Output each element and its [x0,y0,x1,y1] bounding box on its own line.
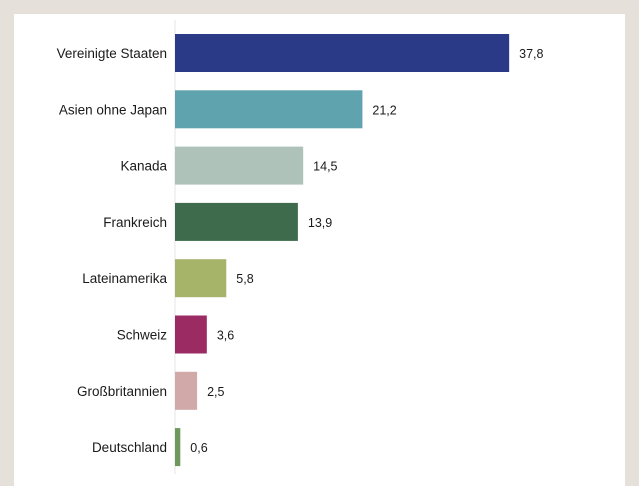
bar [175,315,207,354]
category-label: Lateinamerika [82,271,167,286]
category-label: Frankreich [103,215,167,230]
value-label: 5,8 [236,272,253,286]
category-label: Großbritannien [77,384,167,399]
category-label: Asien ohne Japan [59,102,167,117]
bar [175,146,304,185]
bar [175,428,181,467]
value-label: 21,2 [372,103,396,117]
value-label: 2,5 [207,385,224,399]
value-label: 13,9 [308,216,332,230]
bar-chart: Vereinigte Staaten 37,8 Asien ohne Japan 21… [57,20,544,474]
bar [175,202,298,241]
bar [175,34,510,72]
value-label: 3,6 [217,329,234,343]
bar [175,371,198,410]
bar [175,259,227,298]
chart-panel: Vereinigte Staaten 37,8 Asien ohne Japan 21… [14,14,625,486]
category-label: Vereinigte Staaten [57,46,167,61]
bar [175,90,363,129]
value-label: 0,6 [190,441,207,455]
category-label: Deutschland [92,440,167,455]
category-label: Schweiz [117,328,168,343]
category-label: Kanada [120,159,167,174]
value-label: 14,5 [313,160,337,174]
value-label: 37,8 [519,47,543,61]
